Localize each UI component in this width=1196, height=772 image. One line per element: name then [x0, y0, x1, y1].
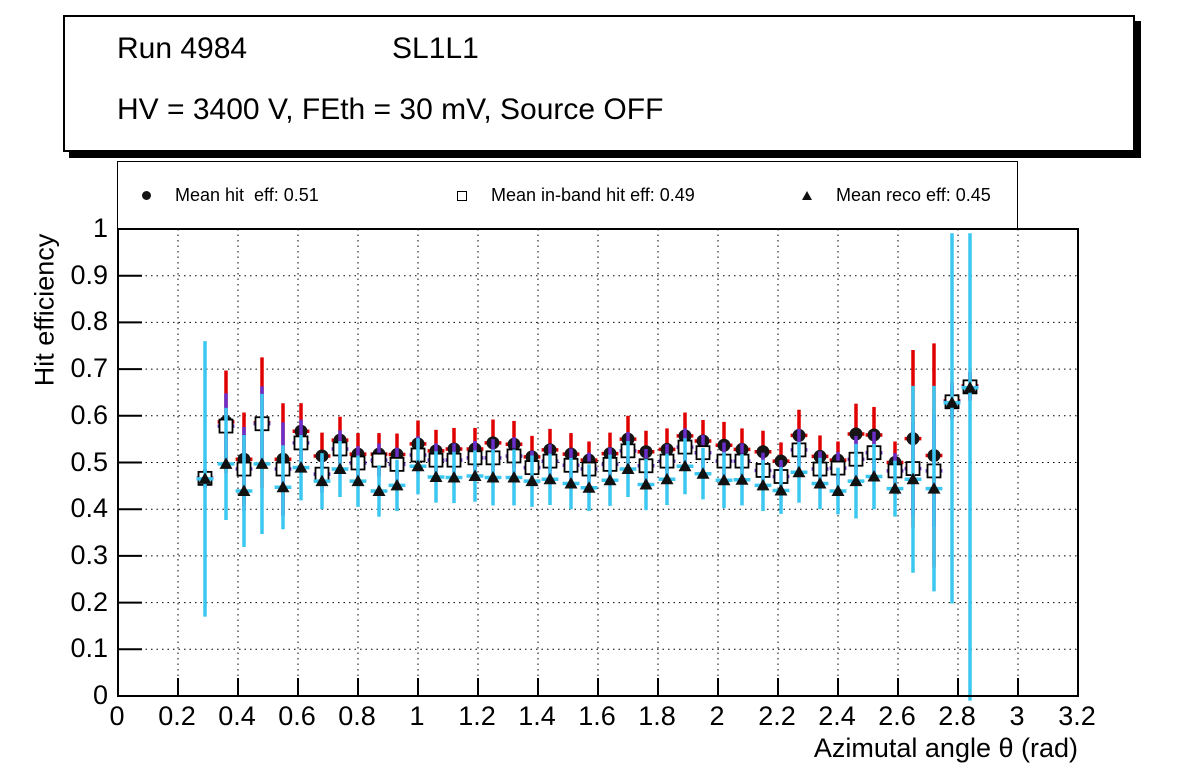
run-number: Run 4984 — [117, 32, 248, 65]
data-marker-triangle — [906, 472, 920, 485]
data-marker-triangle — [831, 484, 845, 496]
data-marker-triangle — [945, 396, 959, 408]
x-tick-label: 0.4 — [218, 701, 256, 731]
x-axis-title: Azimutal angle θ (rad) — [813, 733, 1078, 763]
legend-entry-hit-eff: Mean hit eff: 0.51 — [142, 162, 319, 229]
open-square-icon — [457, 190, 467, 201]
data-marker-triangle — [696, 467, 710, 479]
x-tick-label: 0.8 — [338, 701, 376, 731]
data-marker-triangle — [813, 477, 827, 489]
y-tick-label: 0.8 — [70, 306, 108, 337]
x-tick-label: 2.8 — [938, 701, 976, 731]
data-marker-circle — [849, 427, 863, 441]
y-tick-label: 0.4 — [70, 493, 108, 524]
data-marker-triangle — [963, 381, 977, 393]
legend-box: Mean hit eff: 0.51 Mean in-band hit eff:… — [117, 161, 1018, 230]
title-box: Run 4984 SL1L1 HV = 3400 V, FEth = 30 mV,… — [63, 15, 1135, 152]
legend-label-hit-eff: Mean hit eff: 0.51 — [175, 185, 319, 205]
y-tick-label: 0.6 — [70, 399, 108, 430]
data-marker-triangle — [774, 484, 788, 496]
data-marker-triangle — [411, 459, 425, 472]
y-tick-label: 0.1 — [70, 633, 108, 664]
data-marker-triangle — [219, 457, 233, 469]
y-tick-label: 0.7 — [70, 353, 108, 384]
data-marker-triangle — [276, 480, 290, 493]
x-tick-label: 2.6 — [878, 701, 916, 731]
y-tick-label: 0.2 — [70, 586, 108, 617]
data-marker-triangle — [888, 482, 902, 494]
data-marker-triangle — [351, 474, 365, 487]
superlayer-label: SL1L1 — [392, 32, 479, 65]
data-marker-triangle — [621, 462, 635, 475]
data-marker-triangle — [756, 478, 770, 491]
data-marker-triangle — [660, 472, 674, 485]
data-marker-triangle — [582, 481, 596, 493]
data-marker-triangle — [429, 470, 443, 482]
legend-entry-reco-eff: Mean reco eff: 0.45 — [802, 162, 991, 229]
x-tick-label: 1 — [409, 701, 425, 731]
data-marker-triangle — [849, 474, 863, 487]
plot-frame — [117, 228, 1079, 697]
data-marker-square — [371, 452, 387, 468]
data-marker-triangle — [468, 469, 482, 482]
data-marker-circle — [756, 445, 770, 459]
title-line-2: HV = 3400 V, FEth = 30 mV, Source OFF — [117, 93, 664, 126]
data-marker-triangle — [678, 459, 692, 472]
x-tick-label: 2 — [709, 701, 725, 731]
filled-triangle-icon — [802, 191, 812, 200]
data-marker-triangle — [198, 472, 212, 484]
data-marker-triangle — [294, 461, 308, 473]
legend-label-inband-hit-eff: Mean in-band hit eff: 0.49 — [491, 185, 695, 205]
legend-label-reco-eff: Mean reco eff: 0.45 — [836, 185, 991, 205]
y-tick-label: 0 — [92, 680, 108, 710]
data-marker-triangle — [390, 478, 404, 491]
x-tick-label: 0.2 — [158, 701, 196, 731]
data-marker-triangle — [603, 473, 617, 486]
data-marker-triangle — [564, 477, 578, 489]
data-marker-triangle — [447, 470, 461, 483]
y-tick-label: 0.9 — [70, 259, 108, 290]
data-marker-triangle — [237, 484, 251, 496]
filled-circle-icon — [142, 191, 151, 200]
data-marker-triangle — [927, 482, 941, 494]
x-tick-label: 3.2 — [1058, 701, 1096, 731]
data-marker-triangle — [333, 462, 347, 475]
x-tick-label: 1.2 — [458, 701, 496, 731]
data-marker-triangle — [717, 473, 731, 486]
data-marker-triangle — [372, 484, 386, 496]
x-tick-label: 1.4 — [518, 701, 556, 731]
y-tick-label: 0.5 — [70, 446, 108, 477]
x-tick-label: 1.8 — [638, 701, 676, 731]
x-tick-label: 2.4 — [818, 701, 856, 731]
x-tick-label: 1.6 — [578, 701, 616, 731]
x-tick-label: 3 — [1009, 701, 1025, 731]
data-marker-triangle — [315, 474, 329, 487]
x-tick-label: 2.2 — [758, 701, 796, 731]
plot-area — [117, 228, 1079, 701]
data-marker-triangle — [867, 470, 881, 482]
title-line-1: Run 4984 SL1L1 — [117, 32, 479, 66]
data-marker-triangle — [735, 473, 749, 485]
data-marker-triangle — [525, 474, 539, 487]
data-marker-triangle — [255, 457, 269, 469]
data-marker-triangle — [639, 477, 653, 490]
legend-entry-inband-hit-eff: Mean in-band hit eff: 0.49 — [457, 162, 695, 229]
y-tick-label: 0.3 — [70, 539, 108, 570]
x-tick-label: 0 — [109, 701, 125, 731]
data-marker-triangle — [486, 470, 500, 483]
data-marker-triangle — [507, 470, 521, 483]
y-tick-label: 1 — [92, 213, 108, 243]
data-marker-triangle — [792, 465, 806, 478]
data-marker-triangle — [543, 472, 557, 485]
x-tick-label: 0.6 — [278, 701, 316, 731]
